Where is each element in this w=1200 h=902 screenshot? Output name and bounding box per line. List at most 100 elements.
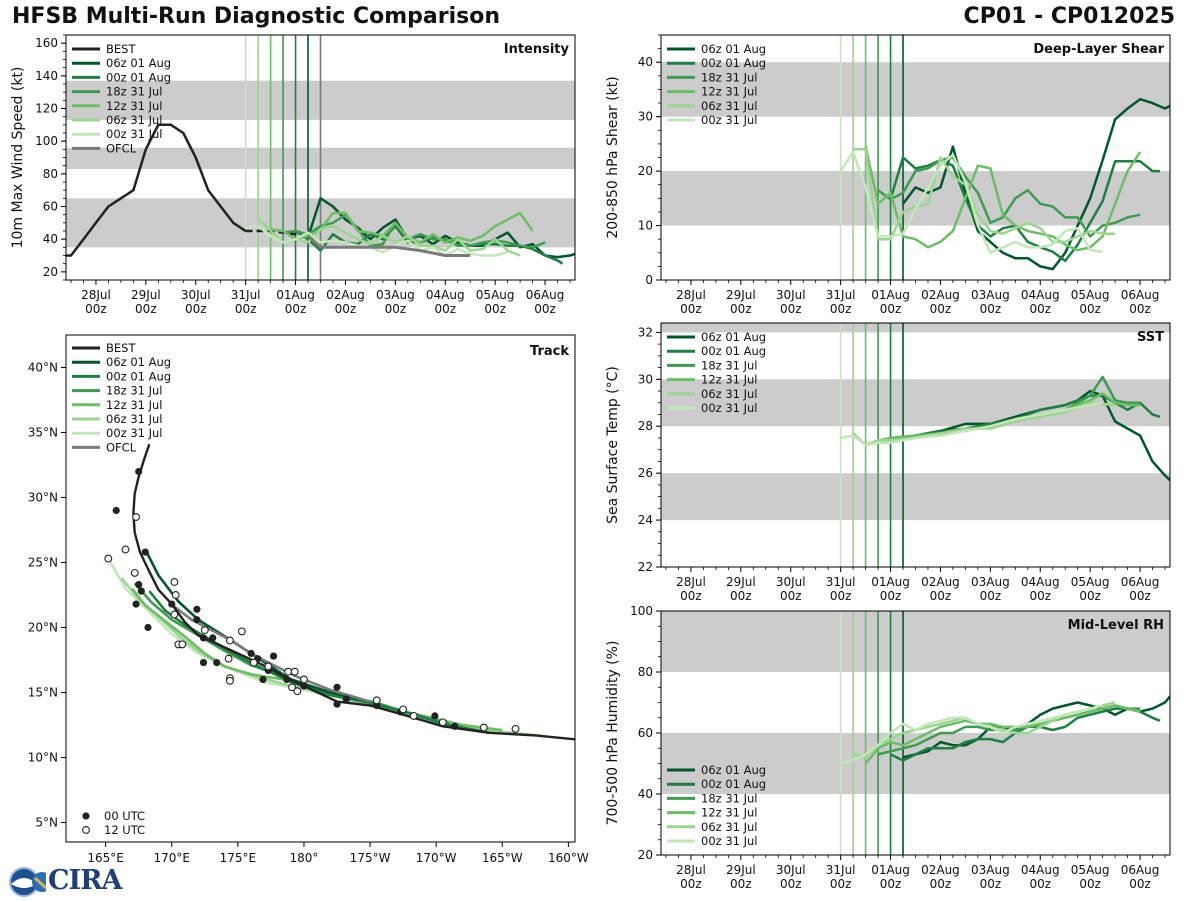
track-marker-12utc [132, 513, 141, 521]
panel-rh: 2040608010028Jul00z29Jul00z30Jul00z31Jul… [605, 604, 1171, 891]
rh-xtick-label: 31Jul [826, 863, 856, 877]
sst-ytick-label: 28 [638, 419, 653, 433]
rh-xtick-sublabel: 00z [680, 877, 702, 891]
sst-xtick-sublabel: 00z [730, 589, 752, 603]
intensity-legend-label: 12z 31 Jul [106, 99, 163, 113]
intensity-legend-label: OFCL [106, 141, 137, 155]
track-series-06z-31-jul [120, 577, 516, 736]
intensity-series-06z-31-jul [257, 217, 521, 257]
shear-series-12z-31-jul [864, 146, 1142, 252]
intensity-series-18z-31-jul [282, 213, 546, 249]
intensity-series-00z-31-jul [245, 224, 508, 257]
track-marker-12utc [178, 640, 187, 649]
track-legend-label: 18z 31 Jul [106, 384, 163, 398]
shear-xtick-sublabel: 00z [730, 302, 752, 316]
sst-xtick-sublabel: 00z [780, 589, 802, 603]
track-marker-00utc [199, 634, 208, 642]
shear-series-06z-01-aug [902, 97, 1170, 271]
intensity-xtick-label: 29Jul [131, 288, 161, 302]
track-marker-12utc [170, 610, 179, 619]
sst-xtick-sublabel: 00z [830, 589, 852, 603]
rh-ytick-label: 60 [638, 726, 653, 740]
shear-series-00z-31-jul [839, 150, 1103, 255]
track-marker-00utc [193, 605, 201, 613]
shear-title: Deep-Layer Shear [1033, 42, 1164, 57]
intensity-legend-label: 06z 01 Aug [106, 56, 171, 70]
rh-xtick-label: 28Jul [676, 863, 706, 877]
cira-logo-text: CIRA [48, 865, 123, 896]
track-ytick-label: 40°N [28, 361, 58, 375]
sst-xtick-label: 29Jul [726, 575, 756, 589]
track-marker-12utc [372, 696, 381, 705]
rh-xtick-sublabel: 00z [780, 877, 802, 891]
rh-legend-label: 18z 31 Jul [701, 791, 758, 805]
intensity-title: Intensity [504, 42, 570, 57]
intensity-ytick-label: 120 [35, 102, 58, 116]
track-xtick-label: 180° [290, 851, 319, 865]
cira-logo: CIRA [6, 865, 123, 898]
rh-xtick-label: 04Aug [1021, 863, 1060, 877]
track-marker-12utc [130, 568, 139, 577]
track-legend-label: 06z 01 Aug [106, 355, 171, 369]
noaa-globe-icon [9, 867, 52, 897]
shear-xtick-label: 06Aug [1121, 288, 1160, 302]
track-legend-marker-12utc [82, 826, 90, 834]
track-legend-label: 12z 31 Jul [106, 398, 163, 412]
sst-band [661, 473, 1170, 521]
track-marker-00utc [283, 675, 291, 684]
sst-series-06z-31-jul [852, 401, 1116, 447]
shear-xtick-sublabel: 00z [780, 302, 802, 316]
shear-legend-label: 06z 31 Jul [701, 99, 758, 113]
intensity-ytick-label: 100 [35, 134, 58, 148]
rh-xtick-label: 01Aug [871, 863, 910, 877]
track-marker-00utc [300, 682, 308, 690]
track-marker-00utc [141, 548, 149, 556]
intensity-ytick-label: 20 [43, 265, 58, 279]
intensity-ytick-label: 80 [43, 167, 58, 181]
rh-band [661, 611, 1170, 672]
track-marker-12utc [284, 667, 293, 676]
track-marker-00utc [269, 652, 278, 660]
intensity-xtick-sublabel: 00z [484, 302, 506, 316]
intensity-xtick-label: 30Jul [181, 288, 211, 302]
sst-ytick-label: 24 [638, 513, 653, 527]
track-marker-12utc [300, 675, 308, 684]
panel-intensity: 2040608010012014016028Jul00z29Jul00z30Ju… [10, 34, 576, 316]
intensity-xtick-label: 06Aug [526, 288, 565, 302]
intensity-ylabel: 10m Max Wind Speed (kt) [10, 67, 26, 249]
sst-legend-label: 12z 31 Jul [701, 373, 758, 387]
sst-xtick-label: 04Aug [1021, 575, 1060, 589]
track-marker-00utc [137, 587, 145, 595]
intensity-xtick-label: 04Aug [426, 288, 465, 302]
rh-xtick-sublabel: 00z [1029, 877, 1051, 891]
shear-xtick-sublabel: 00z [930, 302, 952, 316]
track-ytick-label: 25°N [28, 556, 58, 570]
rh-xtick-sublabel: 00z [980, 877, 1002, 891]
sst-xtick-label: 03Aug [971, 575, 1010, 589]
rh-ytick-label: 20 [638, 848, 653, 862]
track-marker-12utc [290, 667, 299, 676]
track-marker-00utc [168, 600, 176, 608]
track-legend-label: 00 UTC [104, 809, 145, 823]
sst-series-00z-31-jul [840, 401, 1103, 447]
rh-xtick-label: 30Jul [776, 863, 806, 877]
intensity-xtick-sublabel: 00z [385, 302, 407, 316]
rh-xtick-sublabel: 00z [880, 877, 902, 891]
track-marker-00utc [333, 700, 341, 708]
intensity-xtick-label: 05Aug [476, 288, 515, 302]
track-frame [65, 334, 576, 843]
shear-ytick-label: 30 [638, 110, 653, 124]
track-marker-12utc [264, 662, 273, 671]
shear-xtick-label: 30Jul [776, 288, 806, 302]
sst-xtick-sublabel: 00z [1079, 589, 1101, 603]
track-xtick-label: 175°E [220, 851, 257, 865]
shear-xtick-sublabel: 00z [980, 302, 1002, 316]
track-marker-00utc [209, 634, 217, 642]
track-ytick-label: 35°N [28, 426, 58, 440]
intensity-xtick-label: 02Aug [326, 288, 365, 302]
sst-ytick-label: 30 [638, 372, 653, 386]
rh-band [661, 733, 1170, 794]
track-ytick-label: 10°N [28, 751, 58, 765]
track-marker-12utc [225, 676, 234, 685]
track-marker-12utc [104, 554, 113, 563]
